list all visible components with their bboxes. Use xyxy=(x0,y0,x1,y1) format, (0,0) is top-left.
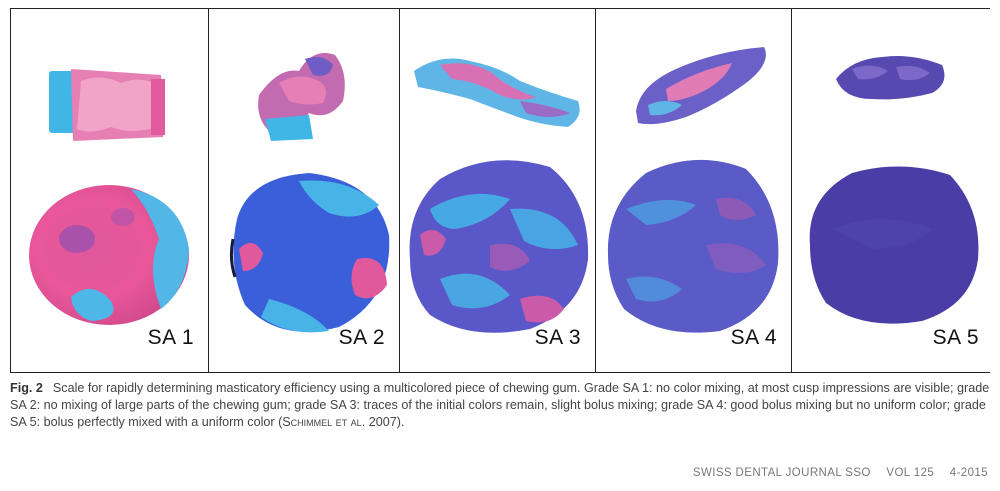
panel-label-sa1: SA 1 xyxy=(147,326,194,349)
sa3-gum-image xyxy=(409,58,589,333)
sa1-gum-image xyxy=(29,69,189,325)
panel-sa3: SA 3 xyxy=(400,9,596,372)
panel-sa2: SA 2 xyxy=(209,9,400,372)
panel-sa1: SA 1 xyxy=(11,9,209,372)
panel-sa5: SA 5 xyxy=(792,9,993,372)
panel-label-sa3: SA 3 xyxy=(534,326,581,349)
page-footer: SWISS DENTAL JOURNAL SSO VOL 125 4-2015 xyxy=(693,467,988,479)
panel-label-sa2: SA 2 xyxy=(338,326,385,349)
figure-caption-text: Scale for rapidly determining masticator… xyxy=(10,381,990,429)
footer-issue: 4-2015 xyxy=(949,467,988,479)
sa4-gum-image xyxy=(607,47,779,333)
sa5-gum-image xyxy=(809,56,979,324)
figure-panel-strip: SA 1 SA 2 xyxy=(10,8,993,373)
panel-sa4: SA 4 xyxy=(596,9,792,372)
figure-caption-label: Fig. 2 xyxy=(10,381,43,395)
footer-journal: SWISS DENTAL JOURNAL SSO xyxy=(692,467,871,479)
footer-volume: VOL 125 xyxy=(886,467,935,479)
panel-label-sa4: SA 4 xyxy=(730,326,777,349)
figure-caption: Fig. 2 Scale for rapidly determining mast… xyxy=(10,380,990,431)
figure-caption-citation-year: 2007). xyxy=(365,415,405,429)
panel-label-sa5: SA 5 xyxy=(932,326,979,349)
figure-caption-citation-author: Schimmel et al. xyxy=(282,415,366,429)
sa2-gum-image xyxy=(229,53,390,333)
